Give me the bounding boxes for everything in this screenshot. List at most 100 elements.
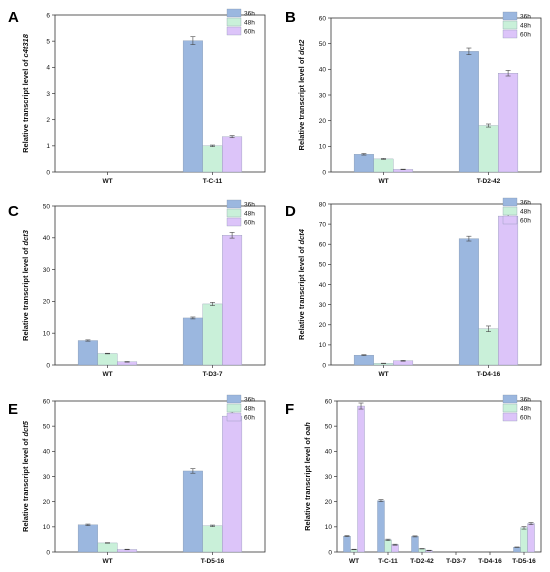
x-tick-label: T-D4-16: [477, 371, 501, 378]
y-axis-label: Relative transcript level of dct3: [21, 229, 30, 341]
y-axis-label: Relative transcript level of c4t318: [21, 33, 30, 153]
x-tick-label: T-D5-16: [512, 558, 536, 565]
y-tick-label: 10: [43, 331, 51, 338]
y-tick-label: 60: [319, 242, 327, 249]
y-tick-label: 20: [319, 322, 327, 329]
legend-swatch: [226, 403, 242, 413]
legend-swatch: [502, 29, 518, 39]
x-tick-label: WT: [102, 178, 112, 185]
legend-label: 60h: [244, 28, 255, 35]
bar-36h: [411, 536, 419, 553]
legend-label: 60h: [244, 414, 255, 421]
legend-label: 48h: [244, 210, 255, 217]
y-tick-label: 10: [43, 524, 51, 531]
y-tick-label: 10: [319, 342, 327, 349]
y-axis-label-gene: oah: [303, 422, 312, 436]
y-axis-label: Relative transcript level of dct4: [297, 228, 306, 340]
bar-48h: [478, 328, 499, 366]
bar-36h: [458, 51, 479, 173]
y-tick-label: 20: [43, 299, 51, 306]
bar-60h: [498, 215, 519, 366]
y-tick-label: 60: [319, 15, 327, 22]
legend-swatch: [502, 412, 518, 422]
x-tick-label: WT: [378, 178, 388, 185]
bar-48h: [384, 539, 392, 553]
y-tick-label: 20: [325, 499, 333, 506]
y-tick-label: 40: [43, 235, 51, 242]
bar-36h: [513, 547, 521, 553]
y-tick-label: 50: [319, 262, 327, 269]
y-tick-label: 0: [322, 362, 326, 369]
bar-36h: [377, 500, 385, 553]
bar-48h: [373, 158, 394, 173]
y-tick-label: 10: [325, 524, 333, 531]
bar-60h: [498, 73, 519, 173]
x-tick-label: WT: [102, 371, 112, 378]
y-axis-label-prefix: Relative transcript level of: [21, 245, 30, 340]
y-tick-label: 6: [46, 12, 50, 19]
legend-swatch: [226, 208, 242, 218]
y-tick-label: 4: [46, 65, 50, 72]
y-tick-label: 40: [325, 449, 333, 456]
bar-48h: [97, 542, 118, 553]
legend-label: 60h: [520, 414, 531, 421]
y-tick-label: 40: [43, 449, 51, 456]
x-tick-label: WT: [102, 558, 112, 565]
x-tick-label: WT: [378, 371, 388, 378]
panel-B: B Relative transcript level of dct2 0 10 20 3…: [285, 9, 542, 185]
y-tick-label: 80: [319, 201, 327, 208]
y-axis-label-gene: dct5: [21, 420, 30, 436]
legend-label: 36h: [520, 396, 531, 403]
bar-36h: [353, 154, 374, 173]
y-tick-label: 50: [43, 423, 51, 430]
bar-48h: [202, 145, 223, 173]
y-tick-label: 0: [46, 169, 50, 176]
panel-letter: D: [285, 203, 296, 220]
y-tick-label: 0: [46, 549, 50, 556]
y-axis-label-gene: dct2: [297, 39, 306, 55]
y-axis-label-gene: dct4: [297, 228, 306, 244]
y-tick-label: 5: [46, 38, 50, 45]
legend-label: 48h: [244, 19, 255, 26]
legend-swatch: [502, 215, 518, 225]
y-tick-label: 0: [46, 362, 50, 369]
y-tick-label: 50: [43, 203, 51, 210]
bar-48h: [478, 125, 499, 173]
y-axis-label-prefix: Relative transcript level of: [297, 244, 306, 339]
x-tick-label: T-D4-16: [478, 558, 502, 565]
y-tick-label: 20: [43, 499, 51, 506]
y-axis-label: Relative transcript level of dct2: [297, 39, 306, 151]
legend-swatch: [502, 394, 518, 404]
bar-60h: [222, 136, 243, 173]
bar-48h: [202, 303, 223, 366]
y-tick-label: 0: [328, 549, 332, 556]
legend-label: 48h: [520, 208, 531, 215]
bar-48h: [97, 353, 118, 366]
x-tick-label: T-D3-7: [203, 371, 223, 378]
x-tick-label: T-D2-42: [477, 178, 501, 185]
bar-36h: [182, 40, 203, 173]
y-axis-label-prefix: Relative transcript level of: [21, 436, 30, 531]
y-axis-label-gene: dct3: [21, 229, 30, 245]
bar-36h: [458, 238, 479, 366]
bar-48h: [520, 527, 528, 553]
y-tick-label: 1: [46, 143, 50, 150]
bar-60h: [391, 544, 399, 553]
y-tick-label: 20: [319, 118, 327, 125]
panel-letter: C: [8, 203, 19, 220]
legend-label: 36h: [244, 10, 255, 17]
y-tick-label: 70: [319, 221, 327, 228]
x-tick-label: WT: [349, 558, 359, 565]
y-tick-label: 30: [43, 267, 51, 274]
legend-label: 36h: [520, 13, 531, 20]
y-tick-label: 40: [319, 67, 327, 74]
bar-60h: [222, 415, 243, 553]
legend-swatch: [226, 26, 242, 36]
bar-60h: [357, 405, 365, 553]
bar-48h: [202, 525, 223, 553]
y-tick-label: 2: [46, 117, 50, 124]
